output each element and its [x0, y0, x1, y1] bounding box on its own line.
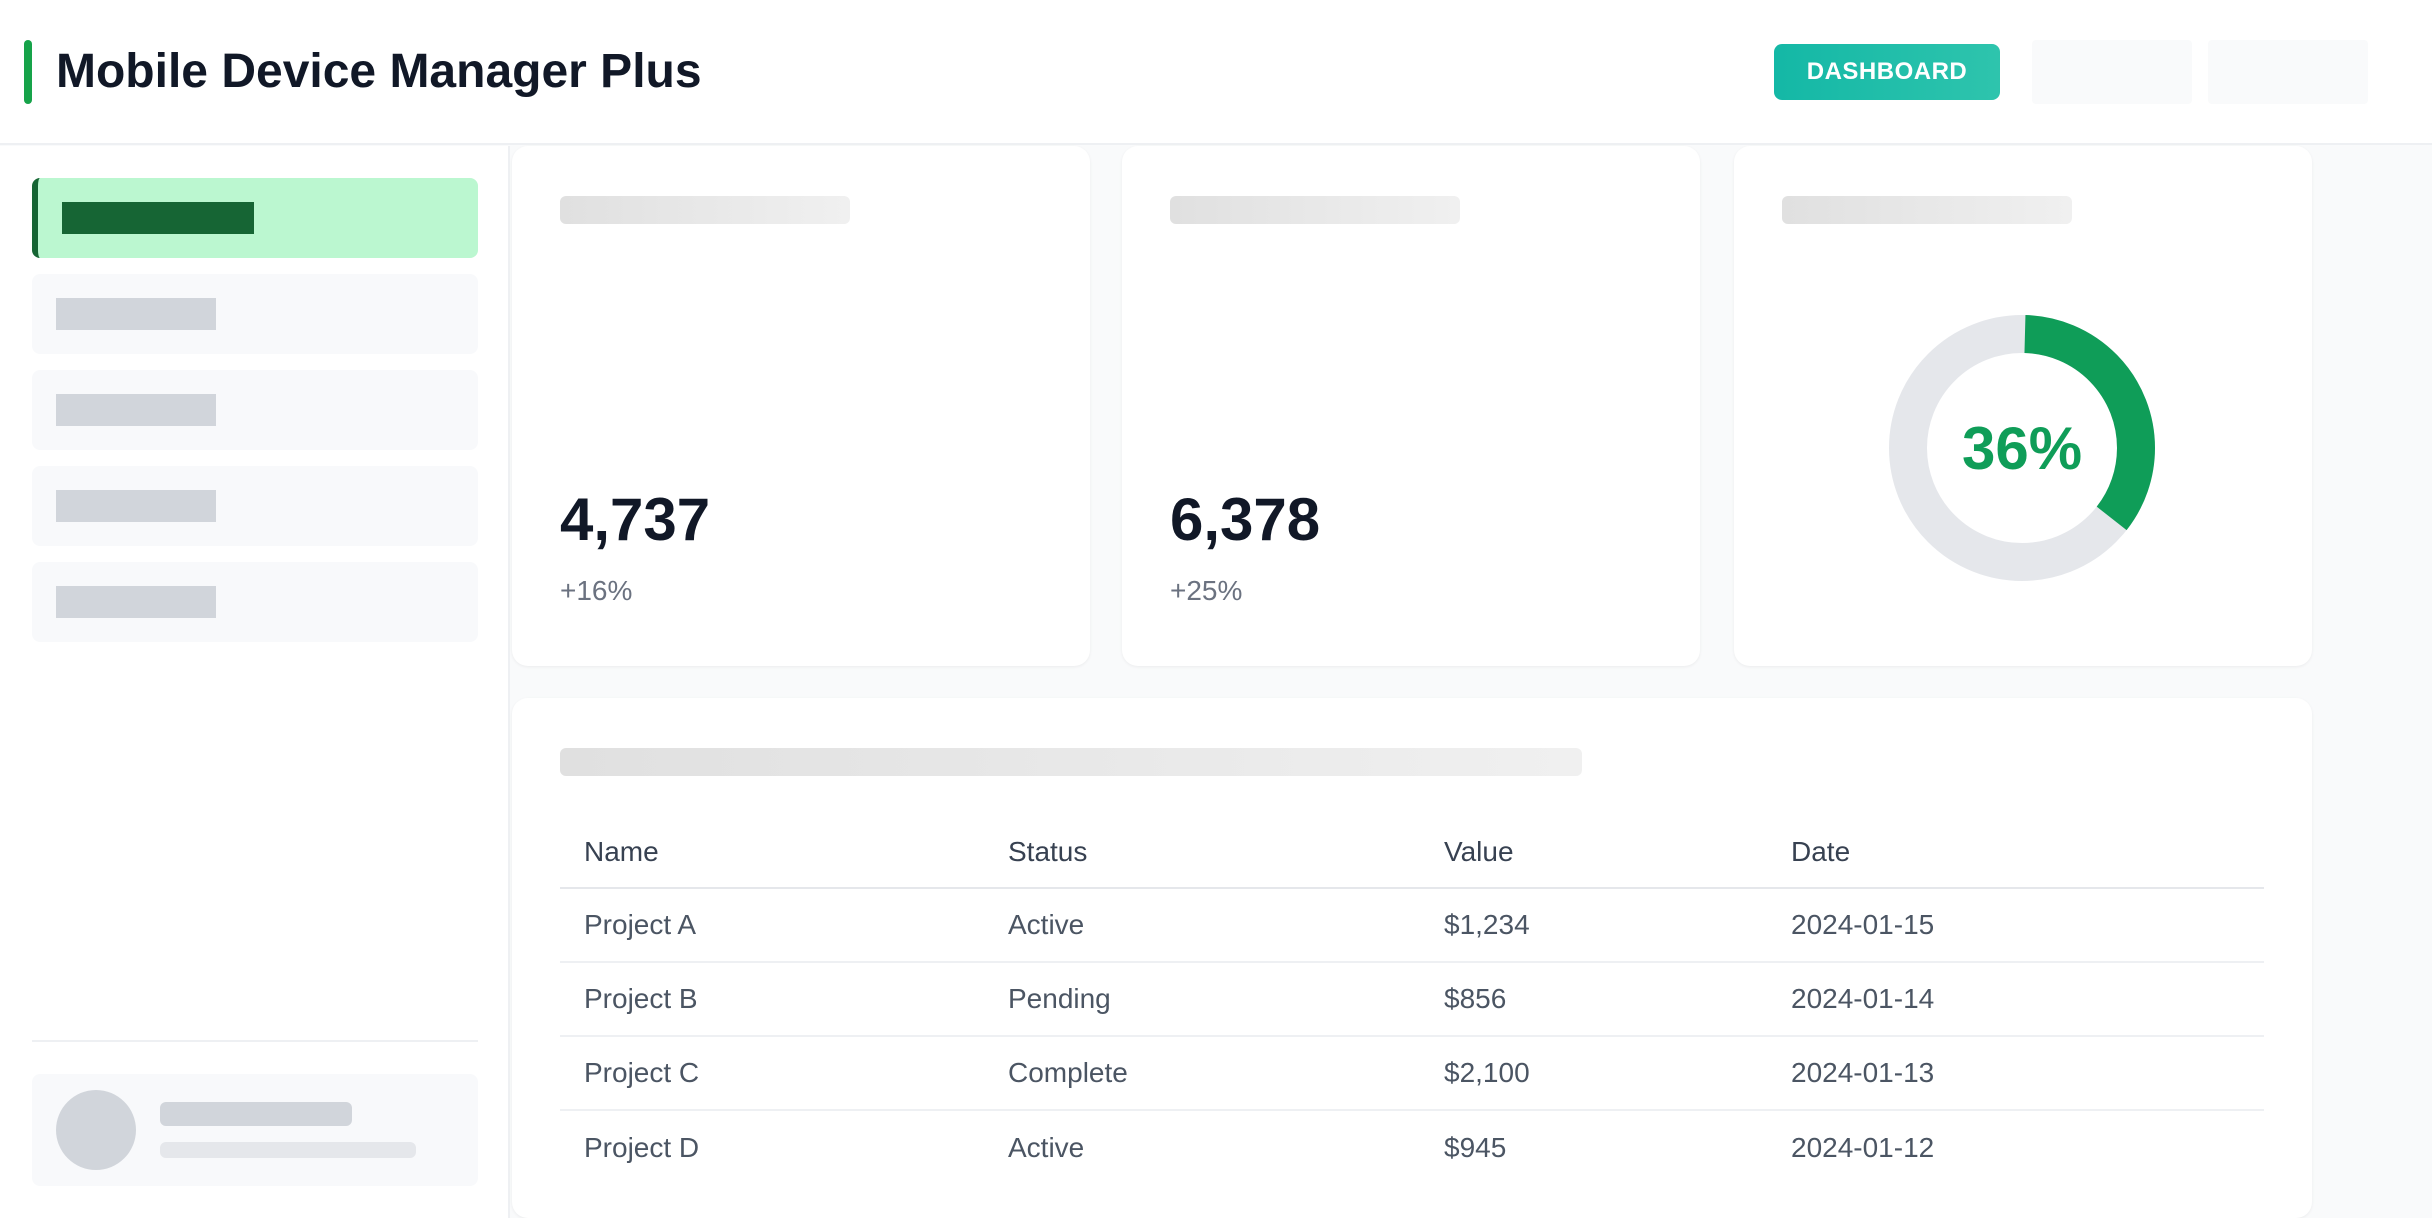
cell-status: Active: [984, 888, 1420, 963]
cell-name: Project C: [560, 1036, 984, 1111]
stat-value: 6,378: [1170, 486, 1321, 553]
dashboard-button[interactable]: DASHBOARD: [1774, 44, 2000, 100]
table-title-placeholder: [560, 748, 1582, 776]
sidebar-item-label-placeholder: [62, 202, 254, 234]
sidebar-item-label-placeholder: [56, 298, 216, 330]
sidebar-item-label-placeholder: [56, 586, 216, 618]
cell-value: $1,234: [1420, 888, 1767, 963]
sidebar-item-label-placeholder: [56, 490, 216, 522]
cell-date: 2024-01-13: [1767, 1036, 2264, 1111]
cell-name: Project A: [560, 888, 984, 963]
cell-value: $945: [1444, 1131, 1507, 1163]
donut-progress-arc: [1889, 315, 2155, 581]
cell-date: 2024-01-14: [1767, 962, 2264, 1037]
cell-status: Complete: [984, 1036, 1420, 1111]
card-title-placeholder: [1782, 196, 2072, 224]
cell-name: Project B: [560, 962, 984, 1037]
table-row[interactable]: Project A Active $1,234 2024-01-15: [560, 888, 2264, 963]
header-placeholder-button-1[interactable]: [2032, 40, 2192, 104]
sidebar: [0, 146, 510, 1218]
progress-donut: 36%: [1884, 310, 2160, 586]
brand-accent-bar: [24, 40, 32, 104]
app-header: Mobile Device Manager Plus DASHBOARD: [0, 0, 2432, 145]
user-name-placeholder: [160, 1102, 352, 1126]
table-row[interactable]: Project D Active $945 2024-01-12: [560, 1110, 2264, 1184]
card-title-placeholder: [1170, 196, 1460, 224]
table-row[interactable]: Project B Pending $856 2024-01-14: [560, 962, 2264, 1037]
sidebar-item-active[interactable]: [32, 178, 478, 258]
sidebar-item-label-placeholder: [56, 394, 216, 426]
sidebar-item-2[interactable]: [32, 274, 478, 354]
sidebar-item-4[interactable]: [32, 466, 478, 546]
cell-status: Active: [1008, 1131, 1085, 1163]
projects-table: Name Status Value Date Project A Active …: [560, 816, 2264, 1184]
stat-delta: +16%: [560, 575, 633, 606]
stat-delta: +25%: [1170, 575, 1243, 606]
stat-card-2: 6,378 +25%: [1122, 146, 1700, 666]
stat-card-1: 4,737 +16%: [512, 146, 1090, 666]
card-title-placeholder: [560, 196, 850, 224]
donut-percent-label: 36%: [1961, 414, 2083, 482]
column-header-value[interactable]: Value: [1420, 816, 1767, 889]
sidebar-item-3[interactable]: [32, 370, 478, 450]
table-header-row: Name Status Value Date: [560, 816, 2264, 889]
column-header-date[interactable]: Date: [1767, 816, 2264, 889]
sidebar-item-5[interactable]: [32, 562, 478, 642]
cell-date: 2024-01-15: [1767, 888, 2264, 963]
cell-status: Pending: [984, 962, 1420, 1037]
sidebar-divider: [32, 1040, 478, 1042]
avatar: [56, 1090, 136, 1170]
cell-name: Project D: [584, 1131, 700, 1163]
donut-chart: [1889, 315, 2155, 581]
cell-value: $856: [1420, 962, 1767, 1037]
cell-date: 2024-01-12: [1791, 1131, 1935, 1163]
column-header-status[interactable]: Status: [984, 816, 1420, 889]
app-title: Mobile Device Manager Plus: [56, 45, 702, 98]
stat-value: 4,737: [560, 486, 711, 553]
projects-table-card: Name Status Value Date Project A Active …: [512, 698, 2312, 1218]
user-profile-card[interactable]: [32, 1074, 478, 1186]
progress-card: 36%: [1734, 146, 2312, 666]
header-placeholder-button-2[interactable]: [2208, 40, 2368, 104]
cell-value: $2,100: [1420, 1036, 1767, 1111]
column-header-name[interactable]: Name: [560, 816, 984, 889]
table-row[interactable]: Project C Complete $2,100 2024-01-13: [560, 1036, 2264, 1111]
user-subtitle-placeholder: [160, 1142, 416, 1158]
